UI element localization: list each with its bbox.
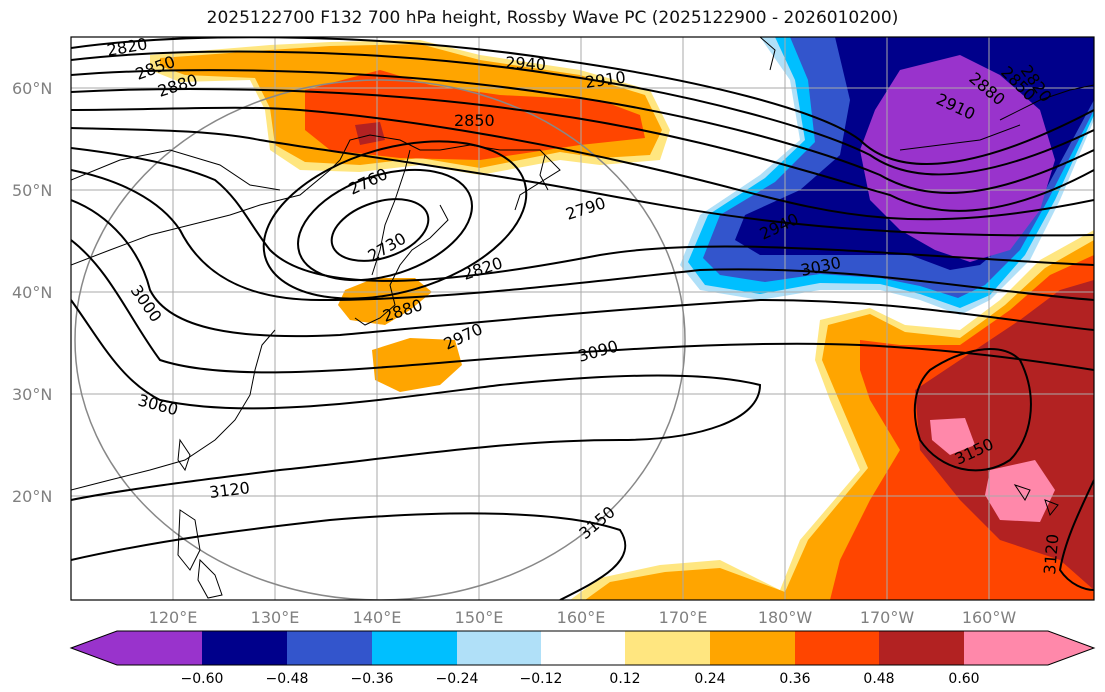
colorbar-segment [287, 631, 372, 665]
lat-label: 30°N [12, 385, 52, 404]
colorbar-tick-label: 0.36 [779, 671, 810, 687]
colorbar-segment [202, 631, 287, 665]
lon-label: 170°E [659, 608, 708, 627]
colorbar-tick-label: 0.48 [863, 671, 894, 687]
colorbar-tick-label: 0.24 [694, 671, 725, 687]
lat-label: 20°N [12, 487, 52, 506]
contour-label: 2820 [105, 34, 148, 60]
reference-circle [74, 79, 686, 600]
lon-label: 170°W [860, 608, 915, 627]
lon-label: 150°E [455, 608, 504, 627]
contour-label: 2850 [454, 111, 495, 130]
lat-label: 40°N [12, 283, 52, 302]
colorbar-segment [71, 631, 202, 665]
colorbar-segment [795, 631, 879, 665]
colorbar-ticks: −0.60 −0.48 −0.36 −0.24 −0.12 0.12 0.24 … [181, 671, 980, 687]
colorbar-segment [541, 631, 625, 665]
colorbar-tick-label: 0.12 [609, 671, 640, 687]
colorbar-segment [964, 631, 1094, 665]
map-frame [70, 36, 1095, 601]
colorbar-tick-label: 0.60 [948, 671, 979, 687]
longitude-labels: 120°E 130°E 140°E 150°E 160°E 170°E 180°… [149, 608, 1017, 627]
map-title: 2025122700 F132 700 hPa height, Rossby W… [206, 8, 899, 28]
latitude-labels: 60°N 50°N 40°N 30°N 20°N [12, 79, 52, 506]
colorbar-outline [69, 630, 1096, 666]
lon-label: 160°E [557, 608, 606, 627]
lon-label: 180°W [758, 608, 813, 627]
colorbar-tick-label: −0.48 [266, 671, 309, 687]
colorbar-tick-label: −0.24 [436, 671, 479, 687]
lon-label: 160°W [962, 608, 1017, 627]
lat-label: 50°N [12, 181, 52, 200]
lon-label: 140°E [353, 608, 402, 627]
colorbar [69, 630, 1096, 666]
colorbar-segment [879, 631, 964, 665]
colorbar-tick-label: −0.36 [351, 671, 394, 687]
contour-label: 2940 [505, 53, 547, 74]
colorbar-segment [457, 631, 541, 665]
colorbar-segment [710, 631, 795, 665]
lon-label: 120°E [149, 608, 198, 627]
lat-label: 60°N [12, 79, 52, 98]
contour-label: 3120 [1040, 533, 1062, 575]
negative-anomaly-fill [680, 37, 1094, 315]
map-area: 2820 2850 2880 2940 2910 2850 2760 2790 … [71, 34, 1094, 600]
lon-label: 130°E [251, 608, 300, 627]
contour-label: 3120 [208, 478, 251, 502]
colorbar-segment [625, 631, 710, 665]
colorbar-tick-label: −0.12 [520, 671, 563, 687]
colorbar-tick-label: −0.60 [181, 671, 224, 687]
colorbar-segment [372, 631, 457, 665]
